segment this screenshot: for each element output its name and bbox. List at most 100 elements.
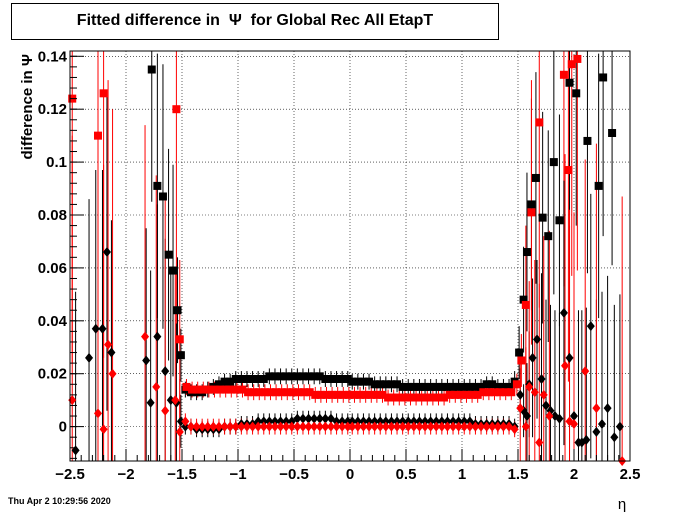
square-marker	[238, 385, 247, 394]
diamond-marker	[565, 352, 574, 363]
square-marker	[249, 388, 258, 397]
square-marker	[521, 300, 530, 309]
square-marker	[333, 390, 342, 399]
diamond-marker	[85, 352, 94, 363]
diamond-marker	[298, 421, 307, 432]
diamond-marker	[321, 421, 330, 432]
diamond-marker	[254, 416, 263, 427]
diamond-marker	[537, 374, 546, 384]
square-marker	[505, 382, 514, 391]
diamond-marker	[415, 416, 424, 427]
square-marker	[389, 393, 398, 402]
square-marker	[400, 393, 409, 402]
diamond-marker	[570, 418, 578, 429]
square-marker	[421, 382, 430, 391]
square-marker	[199, 385, 208, 394]
square-marker	[356, 390, 365, 399]
square-marker	[232, 385, 241, 394]
square-marker	[173, 306, 182, 315]
square-marker	[406, 393, 415, 402]
x-tick-label: −2.5	[55, 466, 85, 483]
diamond-marker	[525, 381, 534, 392]
square-marker	[298, 372, 307, 381]
diamond-marker	[94, 408, 102, 419]
y-tick-label: 0	[59, 419, 67, 436]
square-marker	[266, 388, 275, 397]
square-marker	[311, 390, 320, 399]
diamond-marker	[432, 421, 441, 432]
diamond-marker	[237, 421, 246, 432]
timestamp-footer: Thu Apr 2 10:29:56 2020	[8, 496, 111, 506]
diamond-marker	[141, 331, 150, 342]
square-marker	[287, 372, 296, 381]
diamond-marker	[338, 421, 347, 432]
diamond-marker	[259, 416, 268, 427]
diamond-marker	[254, 421, 263, 432]
square-marker	[428, 393, 437, 402]
diamond-marker	[293, 421, 302, 432]
diamond-marker	[460, 421, 469, 432]
y-tick-label: 0.12	[38, 101, 67, 118]
square-marker	[210, 385, 219, 394]
square-marker	[237, 375, 246, 383]
diamond-marker	[108, 368, 117, 379]
x-tick-label: −1.5	[167, 466, 197, 483]
diamond-marker	[348, 421, 357, 432]
square-marker	[254, 375, 263, 383]
diamond-marker	[270, 416, 279, 427]
diamond-marker	[181, 421, 190, 432]
diamond-marker	[443, 421, 452, 432]
square-marker	[300, 388, 309, 397]
square-marker	[404, 382, 413, 391]
diamond-marker	[561, 360, 570, 371]
diamond-marker	[581, 366, 590, 377]
diamond-marker	[404, 421, 413, 432]
square-marker	[535, 118, 544, 127]
diamond-marker	[326, 421, 335, 432]
diamond-marker	[176, 416, 185, 427]
square-marker	[398, 382, 407, 391]
diamond-marker	[471, 421, 480, 432]
square-marker	[440, 393, 449, 402]
square-marker	[451, 390, 460, 399]
square-marker	[378, 390, 387, 399]
diamond-marker	[259, 421, 268, 432]
diamond-marker	[359, 421, 368, 432]
diamond-marker	[376, 421, 385, 432]
diamond-marker	[582, 434, 591, 445]
diamond-marker	[348, 416, 357, 427]
chart-title-box: Fitted difference in Ψ for Global Rec Al…	[11, 3, 499, 40]
diamond-marker	[409, 416, 418, 427]
y-axis-label: difference in Ψ	[19, 54, 36, 160]
diamond-marker	[381, 416, 390, 427]
square-marker	[594, 181, 603, 190]
square-marker	[153, 181, 162, 190]
diamond-marker	[161, 366, 170, 377]
square-marker	[164, 250, 173, 259]
square-marker	[332, 375, 341, 383]
square-marker	[169, 266, 178, 275]
diamond-marker	[454, 416, 463, 427]
square-marker	[182, 382, 191, 391]
diamond-marker	[365, 416, 374, 427]
y-tick-label: 0.08	[38, 207, 67, 224]
square-marker	[270, 372, 279, 381]
diamond-marker	[220, 421, 229, 432]
diamond-marker	[432, 416, 441, 427]
square-marker	[328, 390, 337, 399]
diamond-marker	[592, 426, 601, 437]
diamond-marker	[321, 413, 330, 424]
square-marker	[147, 65, 156, 74]
square-marker	[572, 89, 581, 98]
square-marker	[465, 382, 474, 391]
diamond-marker	[393, 421, 402, 432]
y-tick-label: 0.1	[46, 154, 67, 171]
diamond-marker	[586, 321, 595, 332]
square-marker	[372, 390, 381, 399]
square-marker	[305, 388, 314, 397]
square-marker	[220, 377, 229, 386]
x-tick-label: 1	[458, 466, 466, 483]
square-marker	[350, 390, 359, 399]
diamond-marker	[415, 421, 424, 432]
